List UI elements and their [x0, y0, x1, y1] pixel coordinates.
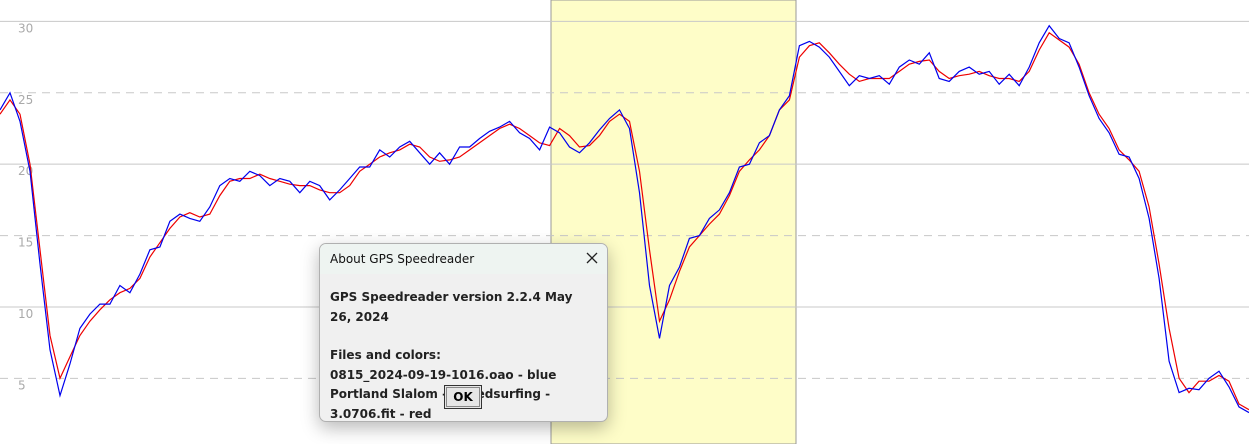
y-tick-label: 15 [18, 236, 33, 250]
y-tick-label: 30 [18, 21, 33, 35]
dialog-title-bar: About GPS Speedreader [320, 244, 607, 274]
close-button[interactable] [585, 251, 599, 265]
files-heading: Files and colors: [330, 348, 441, 362]
version-text: GPS Speedreader version 2.2.4 May 26, 20… [330, 290, 573, 324]
dialog-title: About GPS Speedreader [330, 252, 475, 266]
speed-line [0, 31, 1249, 411]
dialog-body: GPS Speedreader version 2.2.4 May 26, 20… [320, 274, 607, 421]
y-tick-label: 5 [18, 378, 26, 392]
y-tick-label: 10 [18, 307, 33, 321]
file-entry: Portland Slalom - Speedsurfing - 3.0706.… [330, 387, 551, 421]
y-tick-label: 25 [18, 93, 33, 107]
ok-button[interactable]: OK [444, 385, 482, 409]
speed-line [0, 24, 1249, 414]
about-dialog: About GPS Speedreader GPS Speedreader ve… [319, 243, 608, 422]
file-entry: 0815_2024-09-19-1016.oao - blue [330, 367, 557, 382]
